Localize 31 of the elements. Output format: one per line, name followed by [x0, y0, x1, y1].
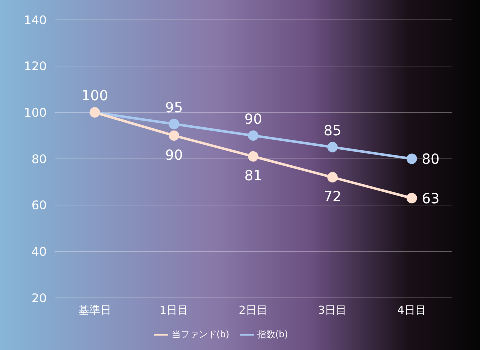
data-label: 63: [422, 191, 440, 208]
y-tick-label: 40: [32, 244, 47, 259]
data-label: 80: [422, 152, 440, 168]
data-label: 100: [82, 88, 108, 105]
x-tick-label: 4日目: [398, 304, 426, 317]
y-tick-label: 100: [24, 106, 47, 120]
y-tick-label: 140: [24, 13, 47, 28]
data-label: 90: [244, 112, 262, 128]
data-label: 90: [165, 148, 184, 164]
data-label: 95: [165, 100, 184, 116]
y-tick-label: 60: [32, 198, 47, 213]
data-label: 85: [324, 123, 342, 140]
point: [248, 151, 259, 162]
x-tick-label: 3日目: [318, 304, 348, 317]
data-label: 72: [324, 190, 342, 206]
point: [328, 172, 338, 183]
y-tick-label: 120: [24, 60, 47, 74]
y-tick-label: 80: [32, 152, 47, 166]
legend-label: 指数(b): [258, 330, 288, 340]
point: [406, 154, 418, 164]
x-tick-label: 1日目: [160, 304, 189, 317]
data-label: 81: [244, 168, 262, 185]
x-tick-label: 2日目: [239, 304, 268, 317]
x-tick-label: 基準日: [78, 304, 112, 317]
legend-label: 当ファンド(b): [172, 330, 230, 340]
point: [406, 193, 418, 204]
point: [248, 130, 259, 142]
y-tick-label: 20: [32, 291, 47, 306]
point: [169, 119, 180, 130]
point: [328, 142, 338, 153]
point: [169, 130, 180, 142]
